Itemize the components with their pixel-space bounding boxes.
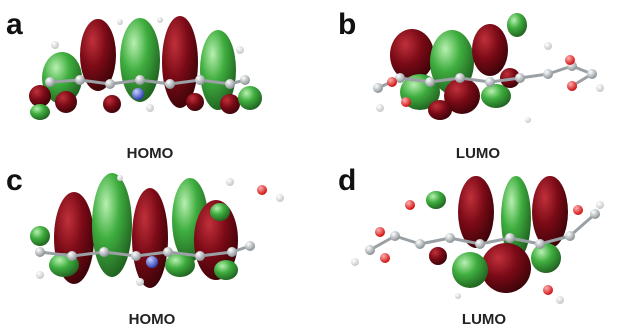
orbital-lobe: [390, 29, 434, 81]
atom: [373, 83, 383, 93]
atom: [401, 97, 411, 107]
orbital-lobe: [214, 260, 238, 280]
atom: [36, 271, 44, 279]
atom: [99, 247, 109, 257]
panel-caption: HOMO: [127, 145, 174, 162]
orbital-lobe: [481, 84, 511, 108]
atom: [51, 41, 59, 49]
atom: [75, 75, 85, 85]
atom: [225, 79, 235, 89]
orbital-lobe: [481, 243, 531, 293]
atom: [375, 227, 385, 237]
atom: [543, 69, 553, 79]
atom: [276, 194, 284, 202]
atom: [365, 245, 375, 255]
atom: [567, 81, 577, 91]
atom: [45, 77, 55, 87]
atom: [117, 19, 123, 25]
atom: [132, 88, 144, 100]
atom: [105, 79, 115, 89]
orbital-lobe: [452, 252, 488, 288]
atom: [445, 233, 455, 243]
figure: a HOMO b LUMO c HOMO d LUMO: [0, 0, 619, 331]
atom: [596, 84, 604, 92]
atom: [163, 247, 173, 257]
orbital-lobe: [186, 93, 204, 111]
atom: [455, 293, 461, 299]
orbital-lobe: [210, 203, 230, 221]
atom: [67, 251, 77, 261]
atom: [573, 205, 583, 215]
atom: [515, 73, 525, 83]
atom: [376, 104, 384, 112]
atom: [146, 104, 154, 112]
orbital-lobe: [429, 247, 447, 265]
orbital-lobe: [29, 85, 51, 107]
panel-caption: LUMO: [456, 145, 500, 162]
orbital-lobe: [507, 13, 527, 37]
panel-caption: LUMO: [462, 311, 506, 328]
panel-label: c: [6, 164, 23, 197]
atom: [455, 73, 465, 83]
orbital-art: [29, 13, 604, 304]
atom: [136, 278, 144, 286]
atom: [596, 201, 604, 209]
orbital-lobe: [132, 188, 168, 288]
atom: [505, 233, 515, 243]
atom: [535, 239, 545, 249]
atom: [405, 200, 415, 210]
orbital-lobe: [426, 191, 446, 209]
atom: [415, 239, 425, 249]
panel-caption: HOMO: [129, 311, 176, 328]
panel-label: b: [338, 8, 356, 41]
atom: [380, 253, 390, 263]
atom: [135, 75, 145, 85]
atom: [565, 231, 575, 241]
orbital-lobe: [220, 94, 240, 114]
orbital-lobe: [55, 91, 77, 113]
orbital-lobe: [458, 176, 494, 248]
atom: [565, 55, 575, 65]
orbital-lobe: [30, 226, 50, 246]
atom: [157, 17, 163, 23]
atom: [226, 178, 234, 186]
page: {"panels": [ {"label": "a", "caption": "…: [0, 0, 619, 331]
atom: [425, 77, 435, 87]
atom: [387, 77, 397, 87]
atom: [117, 175, 123, 181]
orbital-lobe: [238, 86, 262, 110]
orbital-lobe: [103, 95, 121, 113]
atom: [195, 251, 205, 261]
atom: [131, 251, 141, 261]
atom: [257, 185, 267, 195]
panel-label: d: [338, 164, 356, 197]
atom: [240, 75, 250, 85]
atom: [146, 256, 158, 268]
atom: [475, 239, 485, 249]
orbital-lobe: [472, 24, 508, 76]
atom: [236, 46, 244, 54]
atom: [543, 285, 553, 295]
atom: [390, 231, 400, 241]
orbital-lobe: [428, 100, 452, 120]
atom: [544, 42, 552, 50]
atom: [590, 209, 600, 219]
atom: [485, 77, 495, 87]
atom: [525, 117, 531, 123]
atom: [195, 75, 205, 85]
atom: [556, 296, 564, 304]
atom: [351, 258, 359, 266]
orbital-lobe: [30, 104, 50, 120]
orbital-lobe: [92, 173, 132, 277]
atom: [35, 247, 45, 257]
atom: [587, 69, 597, 79]
panel-label: a: [6, 8, 23, 41]
atom: [227, 247, 237, 257]
atom: [245, 241, 255, 251]
orbital-lobe: [531, 243, 561, 273]
atom: [165, 79, 175, 89]
